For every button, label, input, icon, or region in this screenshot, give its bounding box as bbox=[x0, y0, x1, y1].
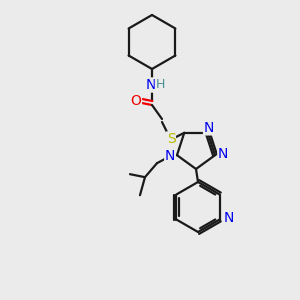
Text: N: N bbox=[146, 78, 156, 92]
Text: N: N bbox=[204, 121, 214, 135]
Text: N: N bbox=[165, 149, 175, 163]
Text: N: N bbox=[218, 147, 228, 161]
Text: S: S bbox=[167, 132, 176, 146]
Text: O: O bbox=[130, 94, 141, 108]
Text: N: N bbox=[224, 212, 234, 226]
Text: H: H bbox=[155, 79, 165, 92]
